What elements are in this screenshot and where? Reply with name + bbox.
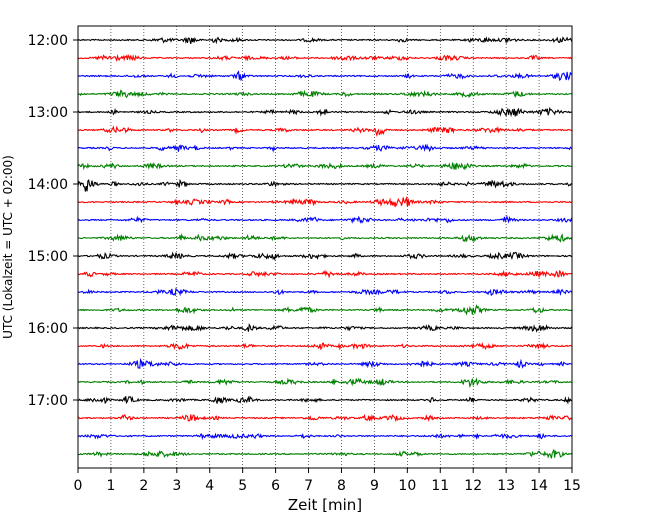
- trace-line: [77, 196, 573, 208]
- trace-line: [77, 323, 573, 333]
- trace-line: [77, 162, 573, 171]
- trace-line: [77, 70, 573, 82]
- trace-line: [77, 89, 573, 99]
- plot-background: [78, 26, 572, 468]
- trace-line: [77, 377, 573, 388]
- trace-line: [77, 233, 573, 243]
- trace-line: [77, 449, 573, 459]
- seismic-traces: [77, 35, 573, 459]
- trace-line: [77, 269, 573, 279]
- x-tick-label: 1: [106, 478, 115, 494]
- trace-line: [77, 251, 572, 261]
- trace-line: [77, 341, 573, 351]
- x-tick-label: 14: [530, 478, 548, 494]
- trace-line: [77, 395, 573, 405]
- y-axis-label: UTC (Lokalzeit = UTC + 02:00): [1, 155, 15, 339]
- trace-line: [77, 178, 573, 192]
- y-tick-label: 16:00: [28, 321, 68, 337]
- x-tick-label: 2: [139, 478, 148, 494]
- trace-line: [77, 143, 573, 153]
- x-axis-ticks: 0 1 2 3 4 5 6 7 8 9 10 11 12 13 14 15: [74, 468, 581, 494]
- x-tick-label: 13: [497, 478, 515, 494]
- x-tick-label: 11: [431, 478, 449, 494]
- x-tick-label: 9: [370, 478, 379, 494]
- x-tick-label: 5: [238, 478, 247, 494]
- y-tick-label: 15:00: [28, 249, 68, 265]
- x-tick-label: 6: [271, 478, 280, 494]
- x-tick-label: 15: [563, 478, 581, 494]
- trace-line: [77, 35, 573, 45]
- trace-line: [77, 287, 573, 297]
- x-axis-label: Zeit [min]: [288, 496, 362, 514]
- trace-line: [77, 304, 573, 316]
- y-axis-ticks: 12:00 13:00 14:00 15:00 16:00 17:00: [28, 33, 78, 409]
- trace-line: [77, 357, 573, 369]
- trace-line: [77, 125, 573, 138]
- y-tick-label: 13:00: [28, 105, 68, 121]
- x-tick-label: 10: [398, 478, 416, 494]
- x-tick-label: 3: [172, 478, 181, 494]
- x-tick-label: 7: [304, 478, 313, 494]
- x-tick-label: 4: [205, 478, 214, 494]
- trace-line: [77, 413, 573, 423]
- trace-line: [77, 214, 573, 224]
- x-tick-label: 12: [464, 478, 482, 494]
- plot-frame: [77, 25, 573, 469]
- y-tick-label: 17:00: [28, 393, 68, 409]
- x-tick-label: 0: [74, 478, 83, 494]
- y-tick-label: 12:00: [28, 33, 68, 49]
- x-tick-label: 8: [337, 478, 346, 494]
- trace-line: [77, 432, 573, 441]
- trace-line: [77, 53, 573, 63]
- y-tick-label: 14:00: [28, 177, 68, 193]
- trace-line: [77, 106, 573, 118]
